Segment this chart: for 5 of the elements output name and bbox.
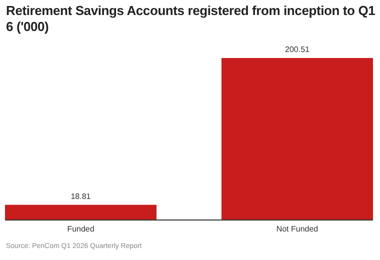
x-tick-label: Not Funded xyxy=(276,224,318,234)
data-label: 200.51 xyxy=(285,45,310,54)
data-label: 18.81 xyxy=(70,192,92,201)
x-tick-label: Funded xyxy=(67,224,94,234)
chart-title: Retirement Savings Accounts registered from inception to Q1 6 ('000) xyxy=(6,3,376,34)
